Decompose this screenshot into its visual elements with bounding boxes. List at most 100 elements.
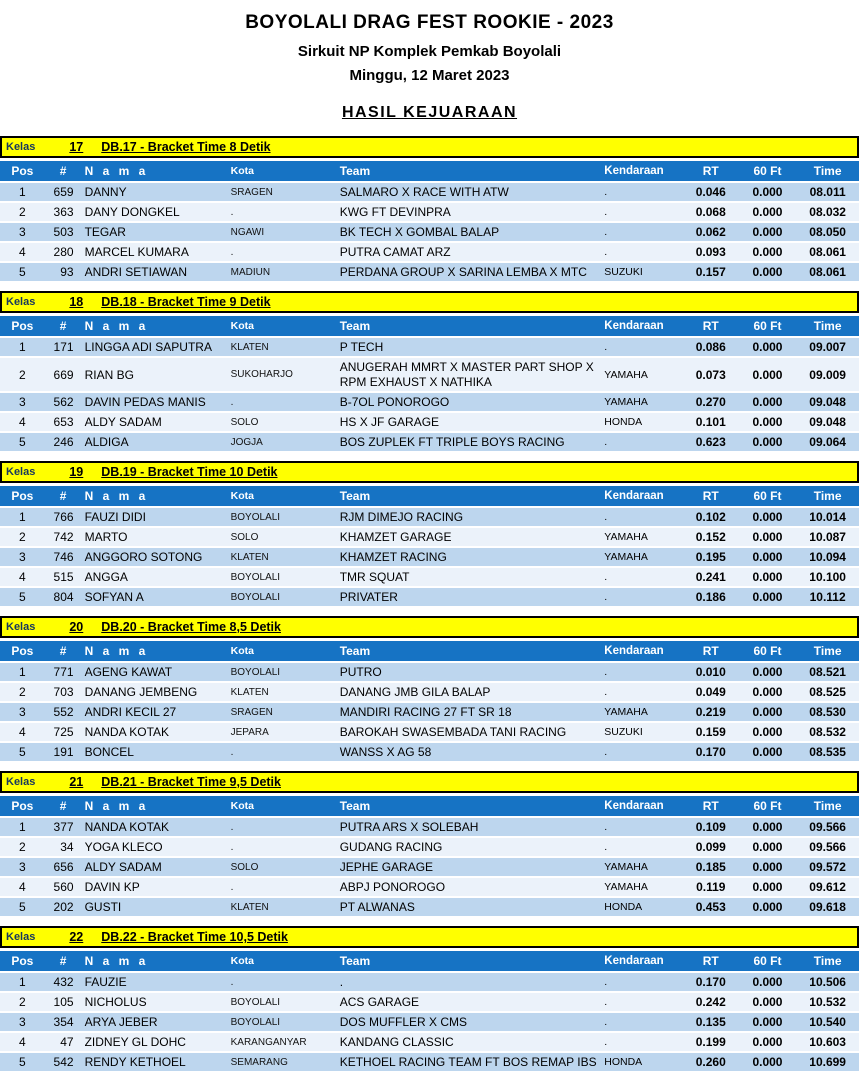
cell-kota: . — [227, 203, 337, 221]
cell-rt: 0.062 — [682, 223, 739, 241]
cell-pos: 3 — [0, 393, 45, 411]
column-header-kendaraan: Kendaraan — [601, 951, 683, 971]
class-section: Kelas 21 DB.21 - Bracket Time 9,5 Detik Pos… — [0, 771, 859, 918]
cell-nama: ALDY SADAM — [81, 413, 228, 431]
class-section: Kelas 22 DB.22 - Bracket Time 10,5 Detik Po… — [0, 926, 859, 1073]
cell-pos: 1 — [0, 338, 45, 356]
cell-rt: 0.241 — [682, 568, 739, 586]
cell-kendaraan: SUZUKI — [601, 263, 683, 281]
cell-rt: 0.185 — [682, 858, 739, 876]
column-header-time: Time — [796, 161, 859, 181]
result-row: 1 377 NANDA KOTAK. PUTRA ARS X SOLEBAH. 0.10… — [0, 818, 859, 836]
cell-pos: 3 — [0, 1013, 45, 1031]
cell-time: 08.532 — [796, 723, 859, 741]
cell-time: 08.061 — [796, 243, 859, 261]
cell-sixty: 0.000 — [738, 243, 797, 261]
cell-kendaraan: YAMAHA — [601, 548, 683, 566]
class-title: DB.22 - Bracket Time 10,5 Detik — [101, 930, 288, 944]
cell-nama: DANNY — [81, 183, 228, 201]
cell-team: TMR SQUAT — [336, 568, 602, 586]
cell-kendaraan: . — [601, 588, 683, 606]
class-number: 19 — [69, 465, 84, 479]
column-header-pos: Pos — [0, 951, 45, 971]
cell-team: . — [336, 973, 602, 991]
cell-team: KWG FT DEVINPRA — [336, 203, 602, 221]
event-date: Minggu, 12 Maret 2023 — [349, 67, 510, 84]
cell-nama: DANANG JEMBENG — [81, 683, 228, 701]
cell-nama: DAVIN PEDAS MANIS — [81, 393, 228, 411]
column-header-team: Team — [336, 161, 602, 181]
cell-rt: 0.219 — [682, 703, 739, 721]
cell-num: 669 — [44, 358, 82, 391]
cell-rt: 0.049 — [682, 683, 739, 701]
kelas-label: Kelas — [6, 466, 36, 478]
cell-num: 562 — [44, 393, 82, 411]
cell-sixty: 0.000 — [738, 508, 797, 526]
cell-num: 363 — [44, 203, 82, 221]
cell-nama: BONCEL — [81, 743, 228, 761]
cell-nama: RIAN BG — [81, 358, 228, 391]
column-header-num: # — [44, 316, 82, 336]
cell-rt: 0.157 — [682, 263, 739, 281]
class-title: DB.17 - Bracket Time 8 Detik — [101, 140, 271, 154]
cell-num: 432 — [44, 973, 82, 991]
cell-sixty: 0.000 — [738, 898, 797, 916]
class-title: DB.19 - Bracket Time 10 Detik — [101, 465, 278, 479]
cell-sixty: 0.000 — [738, 433, 797, 451]
cell-time: 08.061 — [796, 263, 859, 281]
result-row: 2 34 YOGA KLECO. GUDANG RACING. 0.099 0.000 09… — [0, 838, 859, 856]
column-header-time: Time — [796, 316, 859, 336]
cell-pos: 4 — [0, 878, 45, 896]
cell-rt: 0.199 — [682, 1033, 739, 1051]
cell-pos: 1 — [0, 973, 45, 991]
cell-time: 10.014 — [796, 508, 859, 526]
cell-num: 742 — [44, 528, 82, 546]
cell-num: 47 — [44, 1033, 82, 1051]
result-row: 3 552 ANDRI KECIL 27 SRAGEN MANDIRI RACING 2… — [0, 703, 859, 721]
cell-nama: SOFYAN A — [81, 588, 228, 606]
class-section: Kelas 18 DB.18 - Bracket Time 9 Detik Pos # N… — [0, 291, 859, 453]
cell-team: GUDANG RACING — [336, 838, 602, 856]
cell-team: DOS MUFFLER X CMS — [336, 1013, 602, 1031]
cell-sixty: 0.000 — [738, 858, 797, 876]
cell-kota: . — [227, 878, 337, 896]
cell-kota: KARANGANYAR — [227, 1033, 337, 1051]
cell-team: DANANG JMB GILA BALAP — [336, 683, 602, 701]
cell-time: 08.050 — [796, 223, 859, 241]
cell-pos: 5 — [0, 743, 45, 761]
column-header-team: Team — [336, 796, 602, 816]
kelas-label: Kelas — [6, 776, 36, 788]
result-row: 2 742 MARTO SOLO KHAMZET GARAGE YAMAHA 0.152 0.… — [0, 528, 859, 546]
results-table: Pos # N a m a Kota Team Kendaraan RT 60 Ft Time 1… — [0, 484, 859, 608]
class-header-bar: Kelas 21 DB.21 - Bracket Time 9,5 Detik — [0, 771, 859, 793]
column-header-sixty: 60 Ft — [738, 796, 797, 816]
cell-nama: NANDA KOTAK — [81, 818, 228, 836]
cell-kota: SUKOHARJO — [227, 358, 337, 391]
cell-sixty: 0.000 — [738, 413, 797, 431]
class-section: Kelas 20 DB.20 - Bracket Time 8,5 Detik Pos… — [0, 616, 859, 763]
cell-num: 659 — [44, 183, 82, 201]
column-header-sixty: 60 Ft — [738, 316, 797, 336]
result-row: 2 669 RIAN BG SUKOHARJO ANUGERAH MMRT X MAST… — [0, 358, 859, 391]
cell-pos: 3 — [0, 858, 45, 876]
result-row: 1 432 FAUZIE... 0.170 0.000 10.506 — [0, 973, 859, 991]
cell-sixty: 0.000 — [738, 878, 797, 896]
cell-time: 09.612 — [796, 878, 859, 896]
cell-kota: SOLO — [227, 413, 337, 431]
result-row: 3 354 ARYA JEBER BOYOLALI DOS MUFFLER X CMS.… — [0, 1013, 859, 1031]
cell-kota: JOGJA — [227, 433, 337, 451]
cell-pos: 4 — [0, 413, 45, 431]
cell-num: 804 — [44, 588, 82, 606]
cell-kendaraan: . — [601, 1033, 683, 1051]
cell-kendaraan: . — [601, 433, 683, 451]
column-header-rt: RT — [682, 641, 739, 661]
cell-time: 10.087 — [796, 528, 859, 546]
cell-pos: 5 — [0, 588, 45, 606]
cell-num: 542 — [44, 1053, 82, 1071]
cell-nama: MARCEL KUMARA — [81, 243, 228, 261]
column-header-team: Team — [336, 316, 602, 336]
cell-num: 34 — [44, 838, 82, 856]
result-row: 1 766 FAUZI DIDI BOYOLALI RJM DIMEJO RACING.… — [0, 508, 859, 526]
column-header-kota: Kota — [227, 316, 337, 336]
cell-sixty: 0.000 — [738, 588, 797, 606]
